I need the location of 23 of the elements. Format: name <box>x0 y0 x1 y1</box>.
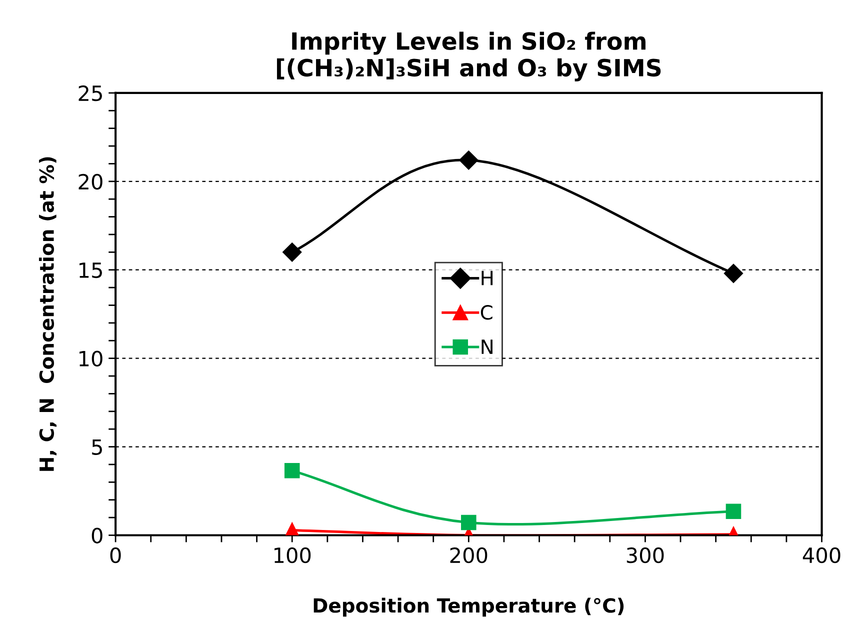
y-tick-label: 25 <box>78 85 102 102</box>
point <box>282 242 302 262</box>
y-tick-label: 10 <box>80 350 102 367</box>
x-tick-label: 400 <box>802 547 840 564</box>
point <box>459 150 478 170</box>
x-tick-label: 0 <box>110 547 121 564</box>
legend-label: C <box>480 305 492 320</box>
point <box>461 514 476 530</box>
x-axis-title: Deposition Temperature (°C) <box>314 598 624 617</box>
legend-label: N <box>482 340 492 354</box>
legend-label: H <box>482 270 493 286</box>
x-tick-label: 200 <box>450 547 488 564</box>
y-tick-label: 5 <box>92 440 102 455</box>
point <box>726 504 742 519</box>
x-tick-label: 300 <box>626 547 664 564</box>
y-axis-title: H, C, N Concentration (at %) <box>38 157 57 471</box>
x-tick-label: 100 <box>274 547 311 564</box>
point <box>724 264 744 283</box>
y-tick-label: 0 <box>92 528 102 544</box>
y-tick-label: 15 <box>80 262 102 278</box>
y-tick-label: 20 <box>78 174 102 190</box>
point <box>284 463 300 478</box>
chart-title: Imprity Levels in SiO₂ from [(CH₃)₂N]₃SiH and O₃ by SIMS <box>276 32 661 82</box>
